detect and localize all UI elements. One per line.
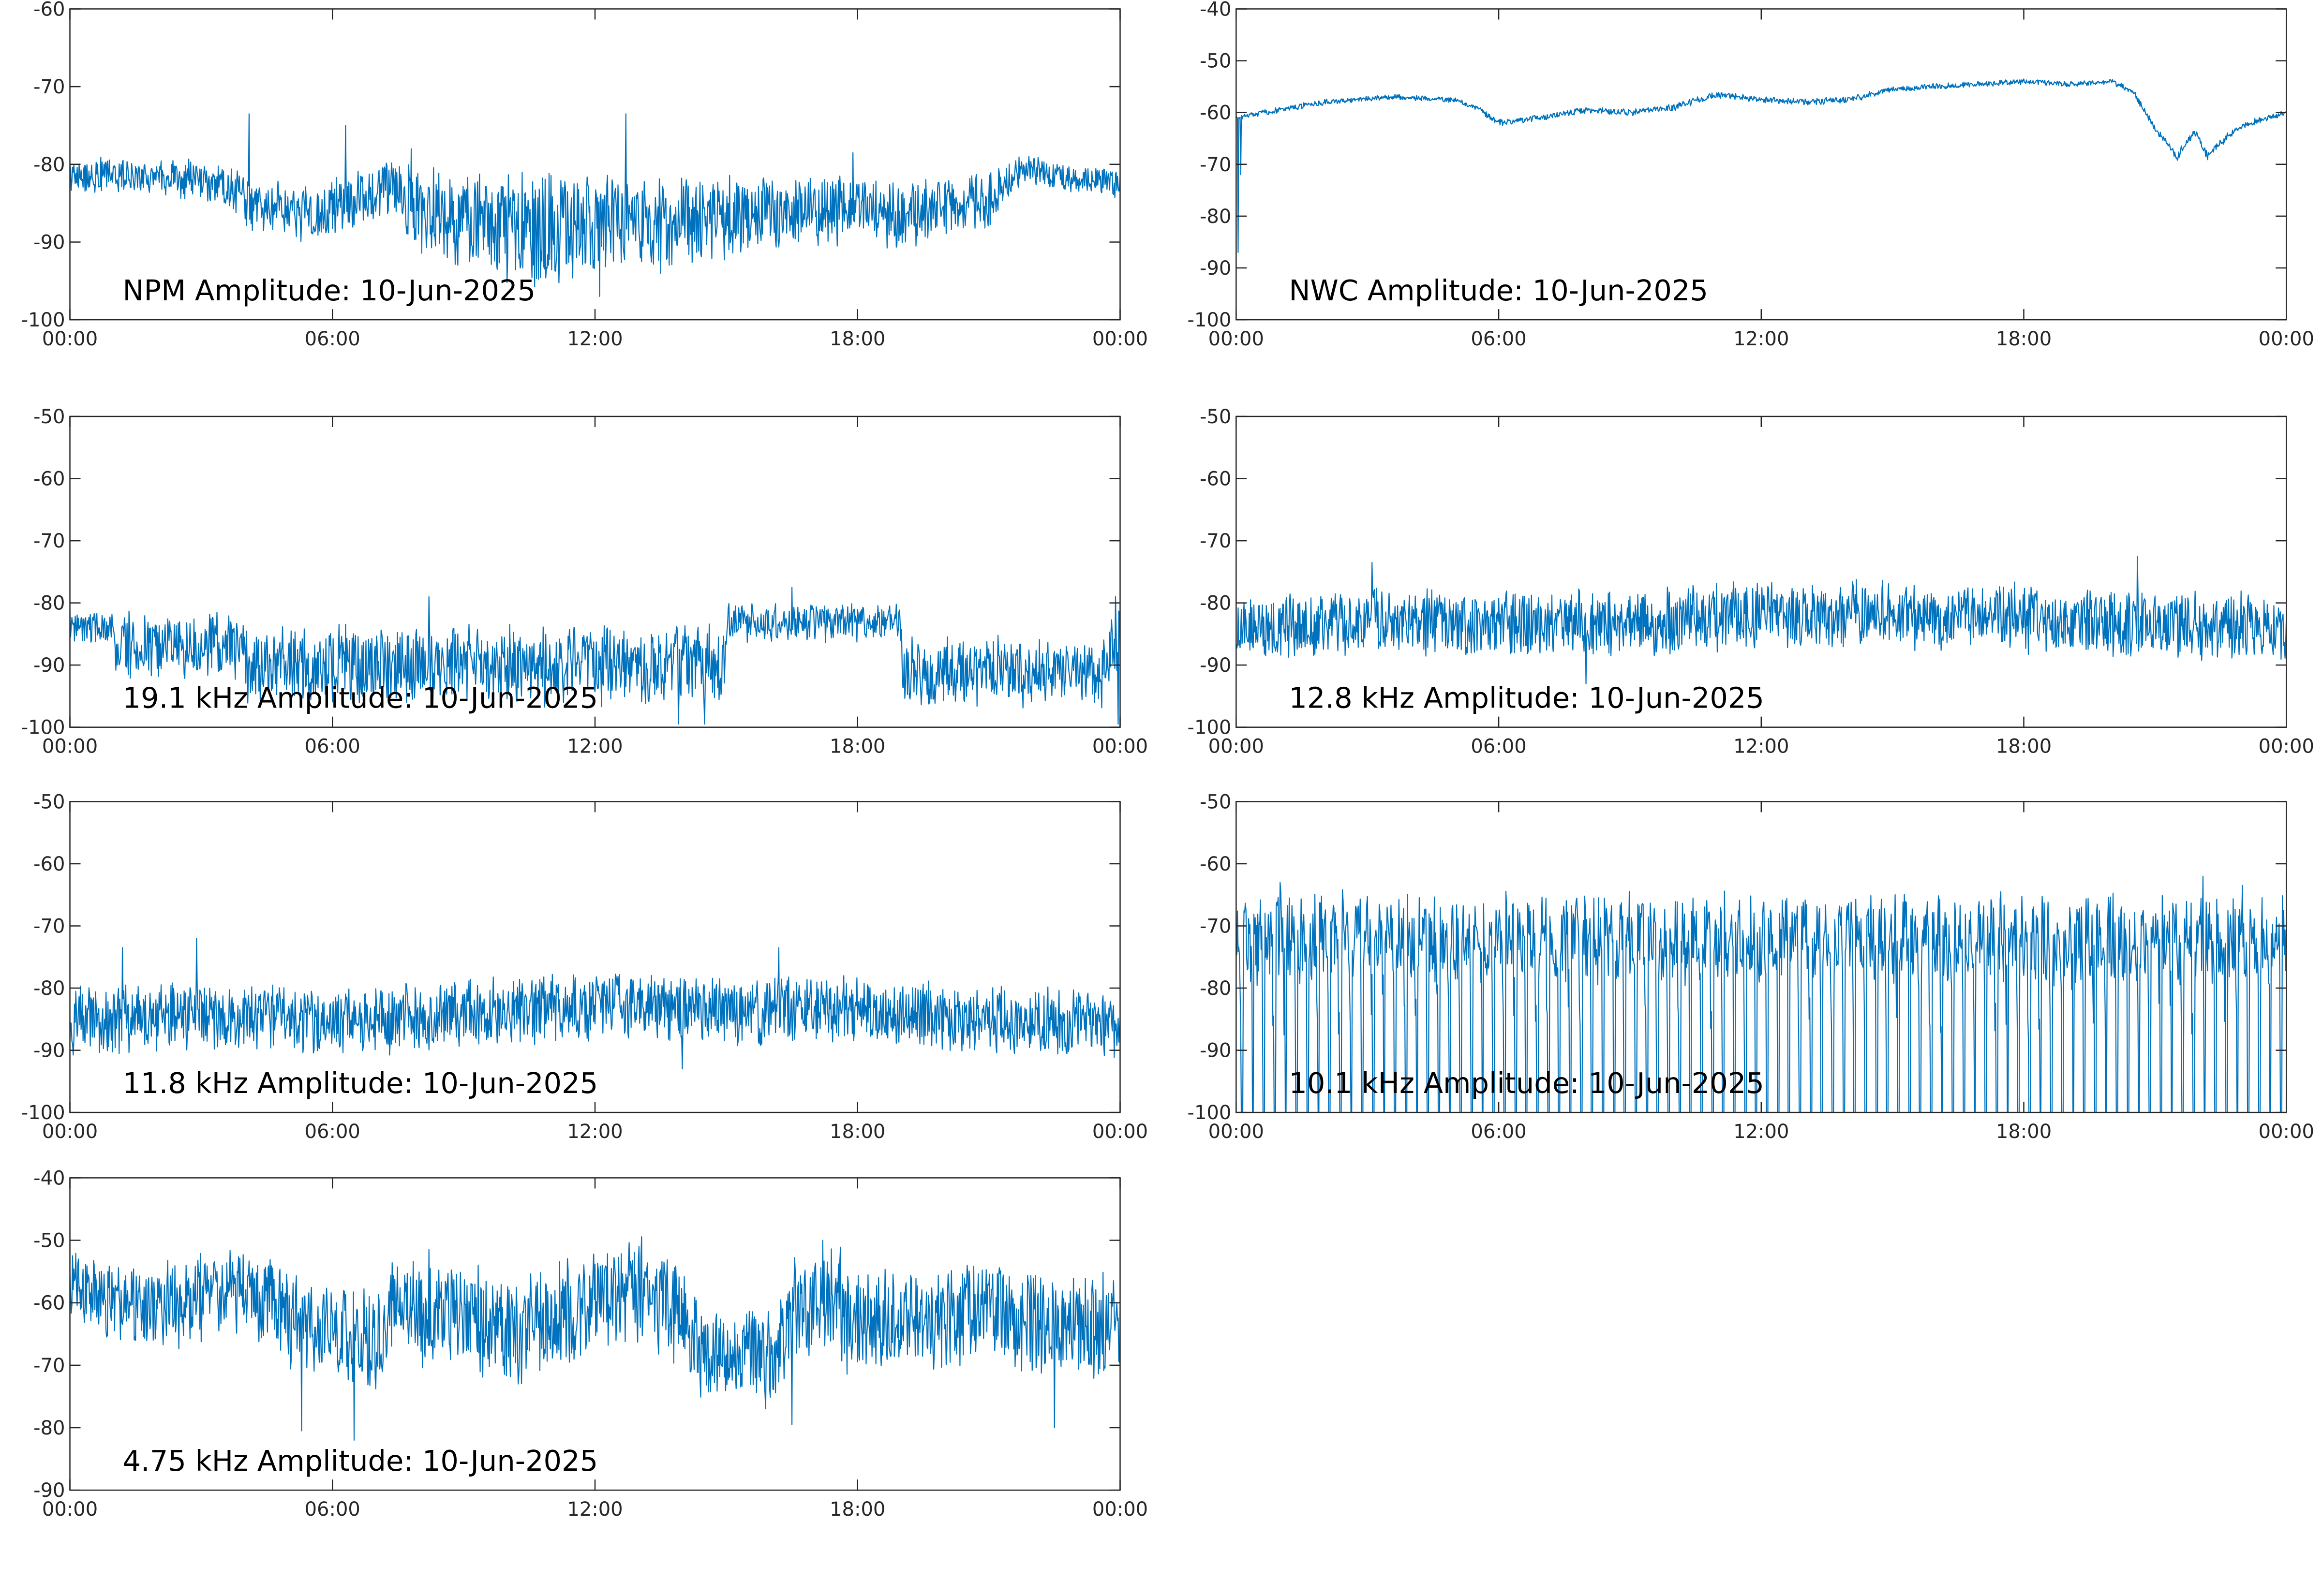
x-tick-label: 12:00 (567, 328, 623, 350)
y-tick-label: -90 (1200, 1040, 1231, 1062)
series-line-3-1 (70, 587, 1120, 725)
x-tick-label: 18:00 (830, 328, 885, 350)
y-tick-label: -90 (33, 1479, 65, 1502)
x-tick-label: 00:00 (1092, 736, 1148, 758)
y-tick-label: -100 (1188, 1102, 1232, 1124)
x-tick-label: 18:00 (830, 736, 885, 758)
series-line-2-1 (1236, 78, 2287, 253)
y-tick-label: -90 (1200, 654, 1231, 677)
x-tick-label: 18:00 (830, 1121, 885, 1143)
y-tick-label: -40 (1200, 0, 1231, 20)
x-tick-label: 00:00 (1092, 1121, 1148, 1143)
x-tick-label: 00:00 (1208, 736, 1264, 758)
x-tick-label: 06:00 (1471, 736, 1526, 758)
series-line-4-1 (1236, 556, 2287, 684)
x-tick-label: 18:00 (830, 1498, 885, 1521)
y-tick-label: -100 (21, 717, 65, 739)
x-tick-label: 06:00 (305, 736, 360, 758)
y-tick-label: -90 (33, 1040, 65, 1062)
y-tick-label: -60 (33, 468, 65, 490)
x-tick-label: 18:00 (1996, 328, 2052, 350)
x-tick-label: 00:00 (1208, 1121, 1264, 1143)
y-tick-label: -70 (1200, 530, 1231, 552)
y-tick-label: -80 (33, 154, 65, 176)
y-tick-label: -80 (1200, 206, 1231, 228)
x-tick-label: 00:00 (1092, 328, 1148, 350)
y-tick-label: -60 (1200, 853, 1231, 875)
chart-title: 19.1 kHz Amplitude: 10-Jun-2025 (123, 681, 598, 715)
y-tick-label: -80 (1200, 592, 1231, 615)
y-tick-label: -50 (1200, 791, 1231, 813)
y-tick-label: -90 (1200, 257, 1231, 280)
x-tick-label: 00:00 (42, 1498, 98, 1521)
x-tick-label: 06:00 (305, 1498, 360, 1521)
y-tick-label: -100 (1188, 309, 1232, 331)
y-tick-label: -70 (33, 76, 65, 98)
y-tick-label: -70 (33, 915, 65, 937)
y-tick-label: -60 (1200, 468, 1231, 490)
y-tick-label: -50 (33, 406, 65, 428)
y-tick-label: -50 (1200, 406, 1231, 428)
x-tick-label: 12:00 (1733, 1121, 1789, 1143)
x-tick-label: 12:00 (567, 736, 623, 758)
series-line-7-1 (70, 1236, 1120, 1441)
y-tick-label: -70 (1200, 154, 1231, 176)
x-tick-label: 00:00 (1092, 1498, 1148, 1521)
y-tick-label: -100 (21, 1102, 65, 1124)
x-tick-label: 12:00 (1733, 736, 1789, 758)
x-tick-label: 00:00 (42, 736, 98, 758)
y-tick-label: -60 (1200, 102, 1231, 124)
x-tick-label: 00:00 (2259, 328, 2314, 350)
y-tick-label: -80 (33, 1417, 65, 1439)
y-tick-label: -70 (1200, 915, 1231, 937)
y-tick-label: -100 (21, 309, 65, 331)
y-tick-label: -50 (33, 1230, 65, 1252)
x-tick-label: 06:00 (1471, 328, 1526, 350)
x-tick-label: 06:00 (1471, 1121, 1526, 1143)
y-tick-label: -40 (33, 1167, 65, 1189)
y-tick-label: -90 (33, 231, 65, 253)
chart-title: NPM Amplitude: 10-Jun-2025 (123, 274, 536, 307)
series-line-6-1 (1236, 875, 2287, 1113)
y-tick-label: -70 (33, 1355, 65, 1377)
y-tick-label: -60 (33, 853, 65, 875)
x-tick-label: 12:00 (567, 1498, 623, 1521)
y-tick-label: -80 (1200, 977, 1231, 1000)
x-tick-label: 00:00 (2259, 1121, 2314, 1143)
x-tick-label: 00:00 (42, 1121, 98, 1143)
y-tick-label: -100 (1188, 717, 1232, 739)
y-tick-label: -80 (33, 592, 65, 615)
y-tick-label: -60 (33, 0, 65, 20)
chart-title: 11.8 kHz Amplitude: 10-Jun-2025 (123, 1066, 598, 1100)
x-tick-label: 00:00 (42, 328, 98, 350)
y-tick-label: -50 (1200, 50, 1231, 73)
x-tick-label: 00:00 (1208, 328, 1264, 350)
chart-title: 4.75 kHz Amplitude: 10-Jun-2025 (123, 1444, 598, 1478)
chart-title: NWC Amplitude: 10-Jun-2025 (1289, 274, 1708, 307)
chart-title: 12.8 kHz Amplitude: 10-Jun-2025 (1289, 681, 1764, 715)
y-tick-label: -70 (33, 530, 65, 552)
x-tick-label: 06:00 (305, 328, 360, 350)
x-tick-label: 18:00 (1996, 1121, 2052, 1143)
chart-title: 10.1 kHz Amplitude: 10-Jun-2025 (1289, 1066, 1764, 1100)
y-tick-label: -80 (33, 977, 65, 1000)
y-tick-label: -90 (33, 654, 65, 677)
y-tick-label: -50 (33, 791, 65, 813)
x-tick-label: 06:00 (305, 1121, 360, 1143)
x-tick-label: 12:00 (567, 1121, 623, 1143)
series-line-5-1 (70, 938, 1120, 1070)
x-tick-label: 18:00 (1996, 736, 2052, 758)
y-tick-label: -60 (33, 1292, 65, 1315)
series-line-1-1 (70, 113, 1120, 297)
x-tick-label: 12:00 (1733, 328, 1789, 350)
x-tick-label: 00:00 (2259, 736, 2314, 758)
